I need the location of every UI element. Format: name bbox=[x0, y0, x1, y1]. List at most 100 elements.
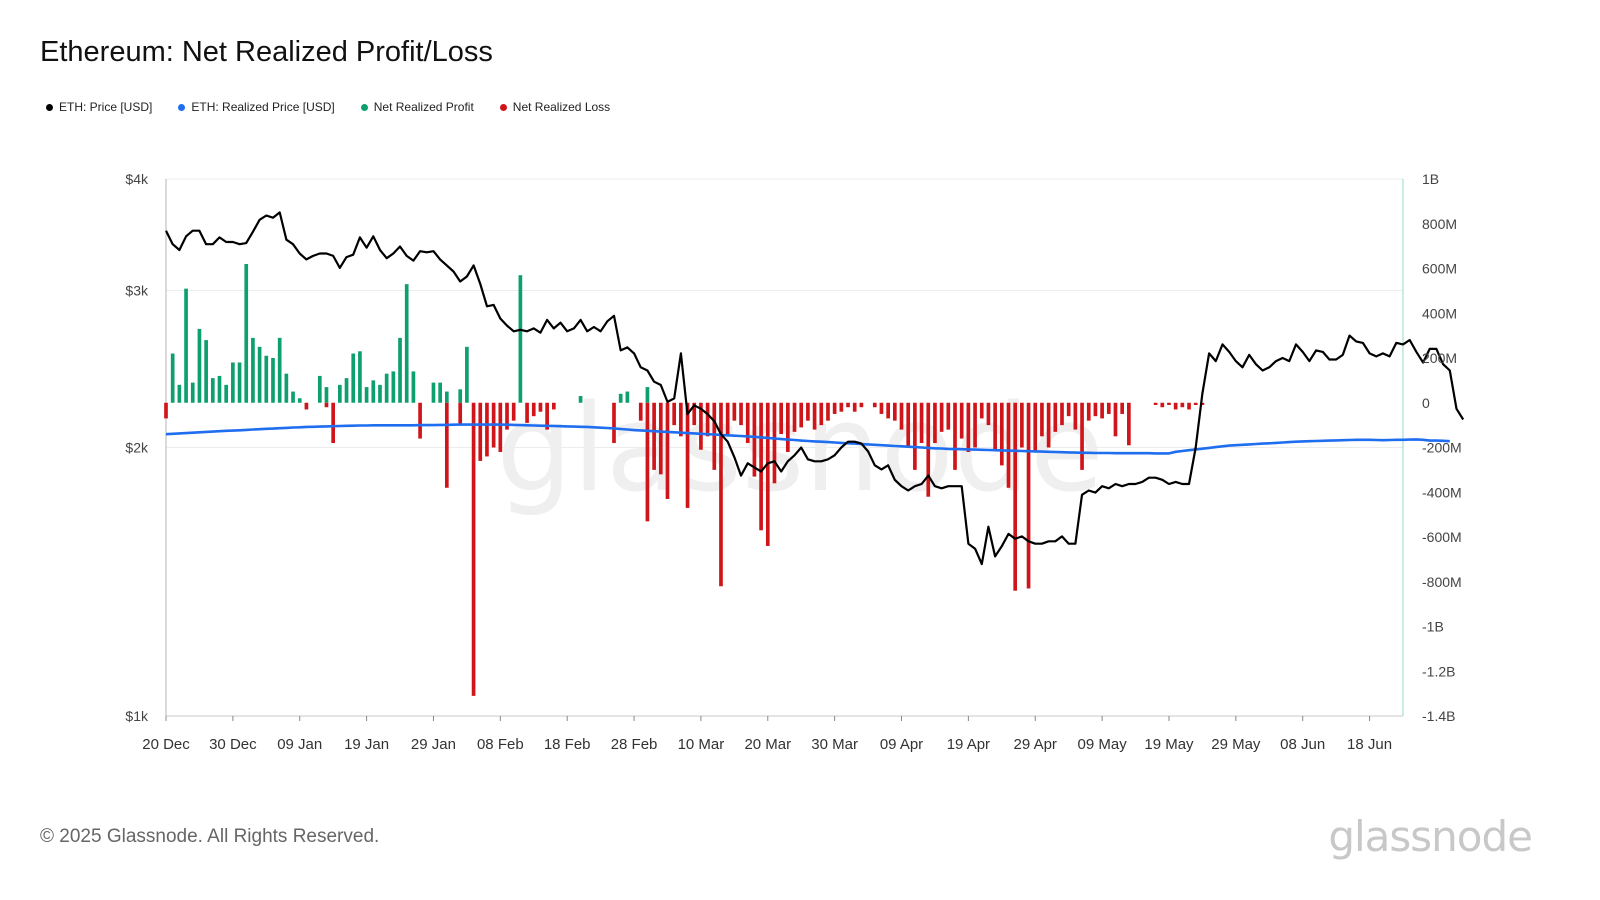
loss-bar bbox=[772, 402, 777, 484]
loss-bar bbox=[1026, 402, 1031, 589]
x-tick-label: 19 Apr bbox=[947, 736, 990, 753]
loss-bar bbox=[745, 402, 750, 444]
realized-price-line bbox=[165, 423, 1450, 455]
profit-bar bbox=[277, 337, 282, 403]
profit-bar bbox=[184, 288, 188, 403]
loss-bar bbox=[986, 402, 991, 426]
loss-bar bbox=[732, 402, 737, 421]
legend-dot-realized-price bbox=[178, 103, 186, 111]
profit-bar bbox=[625, 391, 630, 403]
x-tick-label: 29 Jan bbox=[411, 736, 456, 753]
y-right-tick-label: -1B bbox=[1422, 619, 1444, 635]
loss-bar bbox=[538, 402, 543, 412]
loss-bar bbox=[1193, 402, 1198, 405]
loss-bar bbox=[765, 402, 770, 546]
loss-bar bbox=[324, 402, 329, 408]
lines bbox=[165, 211, 1465, 566]
loss-bar bbox=[859, 402, 864, 408]
loss-bar bbox=[1180, 402, 1185, 408]
loss-bar bbox=[471, 402, 476, 696]
loss-bar bbox=[1060, 402, 1064, 426]
y-right-tick-label: -600M bbox=[1422, 529, 1462, 545]
x-tick-label: 09 Jan bbox=[277, 736, 322, 753]
loss-bar bbox=[846, 402, 850, 408]
loss-bar bbox=[1013, 402, 1018, 591]
loss-bar bbox=[779, 402, 783, 435]
x-tick-label: 18 Feb bbox=[544, 736, 591, 753]
y-left-tick-label: $1k bbox=[125, 708, 149, 724]
loss-bar bbox=[786, 402, 790, 452]
loss-bar bbox=[852, 402, 857, 412]
profit-bar bbox=[578, 396, 583, 403]
profit-bar bbox=[358, 351, 362, 403]
profit-bar bbox=[378, 384, 382, 403]
loss-bar bbox=[1066, 402, 1071, 417]
profit-bar bbox=[364, 387, 369, 403]
loss-bar bbox=[1093, 402, 1098, 417]
y-right-tick-label: 200M bbox=[1422, 350, 1457, 366]
x-tick-label: 28 Feb bbox=[611, 736, 658, 753]
loss-bar bbox=[444, 402, 449, 488]
loss-bar bbox=[892, 402, 897, 421]
loss-bar bbox=[712, 402, 717, 470]
loss-bar bbox=[879, 402, 884, 414]
tick-labels: $1k $2k $3k $4k 1B 800M 600M 400M 200M 0 -200M -400… bbox=[125, 171, 1461, 753]
profit-bar bbox=[438, 382, 442, 403]
loss-bar bbox=[331, 402, 336, 444]
legend-item-price[interactable]: ETH: Price [USD] bbox=[46, 100, 152, 114]
loss-bar bbox=[1127, 402, 1131, 446]
loss-bar bbox=[1046, 402, 1051, 448]
loss-bar bbox=[705, 402, 710, 437]
legend-item-loss[interactable]: Net Realized Loss bbox=[499, 100, 610, 114]
loss-bar bbox=[304, 402, 309, 410]
y-right-tick-label: -800M bbox=[1422, 574, 1462, 590]
x-tick-label: 30 Mar bbox=[811, 736, 858, 753]
profit-bar bbox=[338, 384, 342, 403]
y-left-tick-label: $4k bbox=[125, 171, 149, 187]
loss-bar bbox=[739, 402, 743, 426]
loss-bar bbox=[953, 402, 957, 470]
profit-bar bbox=[291, 391, 295, 403]
profit-bar bbox=[398, 337, 402, 403]
loss-bar bbox=[164, 402, 168, 419]
loss-bar bbox=[545, 402, 549, 430]
loss-bar bbox=[826, 402, 830, 421]
loss-bar bbox=[1040, 402, 1044, 437]
loss-bar bbox=[819, 402, 824, 426]
loss-bar bbox=[959, 402, 964, 439]
loss-bar bbox=[872, 402, 877, 408]
loss-bar bbox=[531, 402, 536, 417]
profit-bar bbox=[271, 358, 275, 403]
legend-dot-price bbox=[46, 103, 53, 111]
legend-label-price: ETH: Price [USD] bbox=[59, 100, 153, 114]
brand-logo: glassnode bbox=[1328, 812, 1533, 861]
y-left-tick-label: $2k bbox=[125, 440, 149, 456]
y-left-tick-label: $3k bbox=[125, 282, 149, 298]
profit-bar bbox=[411, 371, 416, 403]
loss-bar bbox=[939, 402, 944, 432]
loss-bar bbox=[1033, 402, 1038, 452]
profit-bar bbox=[224, 384, 229, 403]
x-tick-label: 08 Feb bbox=[477, 736, 524, 753]
x-tick-label: 19 May bbox=[1144, 736, 1194, 753]
loss-bar bbox=[525, 402, 529, 423]
profit-bar bbox=[177, 384, 182, 403]
profit-bar bbox=[197, 328, 202, 403]
legend-item-profit[interactable]: Net Realized Profit bbox=[360, 100, 474, 114]
loss-bar bbox=[652, 402, 656, 470]
legend-item-realized-price[interactable]: ETH: Realized Price [USD] bbox=[178, 100, 335, 114]
profit-bar bbox=[257, 346, 262, 403]
loss-bar bbox=[812, 402, 817, 430]
profit-bar bbox=[170, 353, 175, 403]
profit-bar bbox=[217, 375, 222, 403]
x-tick-label: 29 May bbox=[1211, 736, 1261, 753]
y-right-tick-label: 800M bbox=[1422, 216, 1457, 232]
loss-bar bbox=[665, 402, 670, 499]
loss-bar bbox=[792, 402, 797, 432]
loss-bar bbox=[1086, 402, 1091, 421]
loss-bar bbox=[1073, 402, 1078, 430]
loss-bar bbox=[498, 402, 503, 452]
legend: ETH: Price [USD] ETH: Realized Price [US… bbox=[46, 100, 610, 114]
profit-bar bbox=[458, 389, 463, 403]
